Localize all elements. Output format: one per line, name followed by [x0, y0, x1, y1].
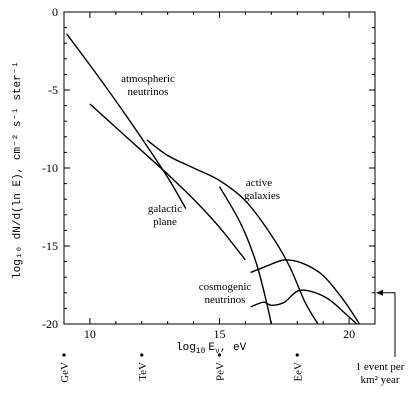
event-rate-label-line2: km² year — [360, 374, 399, 386]
energy-mark-label-tev: TeV — [137, 362, 149, 381]
annotation-cosmogenic: cosmogenic — [199, 281, 252, 293]
x-tick-label-20: 20 — [343, 327, 355, 341]
event-rate-arrow — [381, 292, 396, 357]
energy-scale-marks: GeV TeV PeV EeV — [59, 353, 304, 383]
series-galactic-plane — [89, 103, 246, 261]
y-tick-label-minus20: -20 — [42, 317, 58, 331]
energy-mark-dot — [62, 353, 66, 357]
x-tick-label-15: 15 — [214, 327, 226, 341]
annotation-atmospheric-neutrinos: neutrinos — [128, 86, 169, 98]
energy-mark-label-pev: PeV — [215, 362, 227, 381]
y-tick-label-minus15: -15 — [42, 239, 58, 253]
energy-mark-dot — [295, 353, 299, 357]
series-active-galaxies-upper — [146, 139, 319, 325]
energy-mark-label-gev: GeV — [59, 362, 71, 383]
annotation-active: active — [246, 177, 272, 189]
annotation-galactic: galactic — [148, 203, 182, 215]
y-tick-label-minus10: -10 — [42, 161, 58, 175]
y-tick-label-minus5: -5 — [48, 83, 58, 97]
series-atmospheric-neutrinos — [66, 33, 187, 209]
energy-mark-dot — [140, 353, 144, 357]
event-rate-arrowhead — [376, 289, 383, 296]
x-axis-label: log10 Eν, eV — [176, 342, 247, 356]
annotation-atmospheric: atmospheric — [121, 73, 175, 85]
energy-mark-dot — [217, 353, 222, 357]
annotation-active-galaxies: galaxies — [244, 190, 280, 202]
annotation-cosmogenic-neutrinos: neutrinos — [205, 294, 246, 306]
annotation-galactic-plane: plane — [153, 216, 177, 228]
event-rate-label-line1: 1 event per — [356, 361, 405, 373]
plot-frame — [63, 11, 376, 325]
series-cosmogenic-lower — [250, 289, 358, 325]
series-active-galaxies-lower — [218, 186, 272, 325]
y-axis-label: log₁₀ dN/d(ln E), cm⁻² s⁻¹ ster⁻¹ — [12, 61, 24, 279]
axis-ticks — [64, 11, 375, 325]
y-tick-label-0: 0 — [52, 5, 58, 19]
x-tick-label-10: 10 — [84, 327, 96, 341]
energy-mark-label-eev: EeV — [292, 362, 304, 382]
series-cosmogenic-upper — [250, 259, 360, 325]
